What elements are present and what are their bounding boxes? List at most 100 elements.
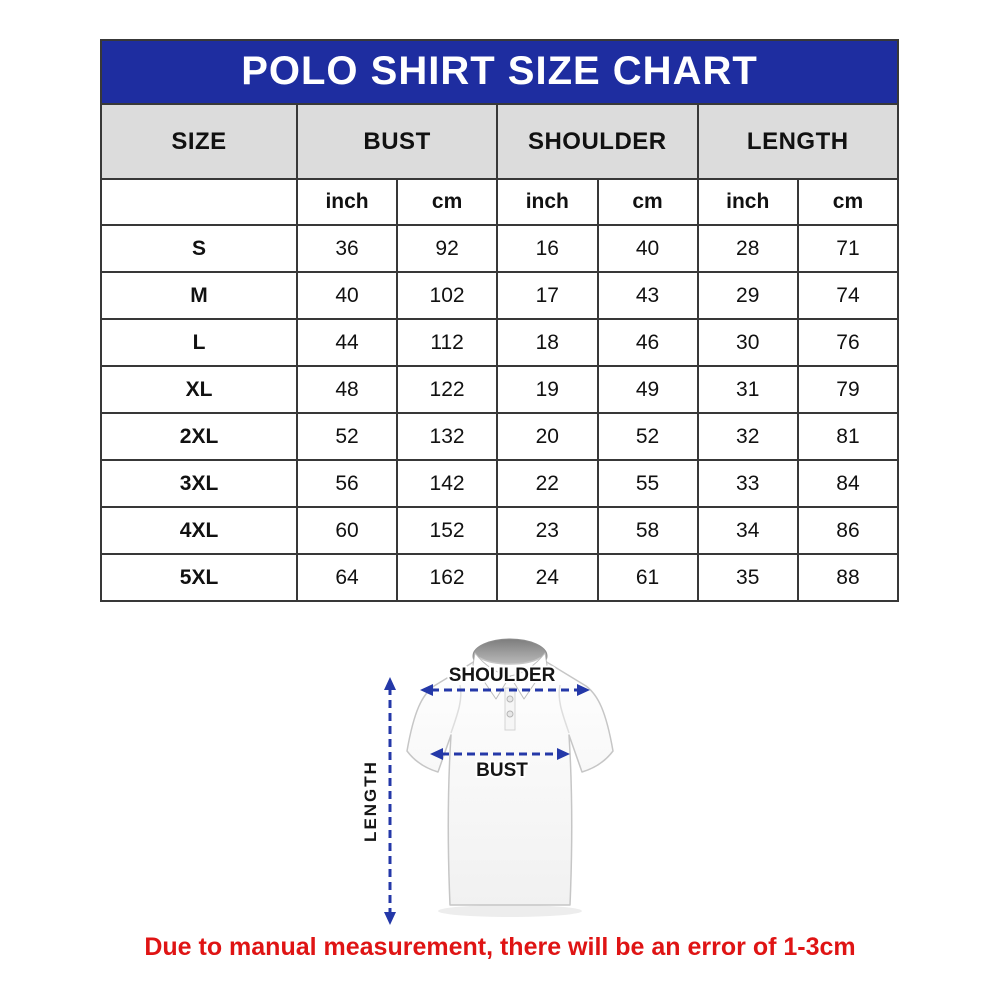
size-label: 2XL bbox=[99, 412, 299, 461]
bust-arrowhead-right bbox=[557, 748, 570, 760]
table-row-m: M 40 102 17 43 29 74 bbox=[99, 271, 900, 320]
value-cell: 24 bbox=[496, 553, 599, 602]
size-label: 4XL bbox=[99, 506, 299, 555]
value-cell: 76 bbox=[796, 318, 900, 367]
value-cell: 33 bbox=[696, 459, 799, 508]
column-header-length: LENGTH bbox=[696, 103, 900, 180]
table-header-row: SIZE BUST SHOULDER LENGTH bbox=[99, 103, 900, 180]
table-row-2xl: 2XL 52 132 20 52 32 81 bbox=[99, 412, 900, 461]
value-cell: 60 bbox=[296, 506, 399, 555]
value-cell: 40 bbox=[296, 271, 399, 320]
value-cell: 71 bbox=[796, 224, 900, 273]
bust-arrowhead-left bbox=[430, 748, 443, 760]
unit-header-blank bbox=[99, 178, 299, 226]
right-armhole-seam bbox=[558, 684, 570, 734]
bust-label: BUST bbox=[476, 760, 528, 781]
size-label: M bbox=[99, 271, 299, 320]
shirt-shadow bbox=[438, 905, 582, 917]
value-cell: 35 bbox=[696, 553, 799, 602]
value-cell: 20 bbox=[496, 412, 599, 461]
value-cell: 23 bbox=[496, 506, 599, 555]
button bbox=[506, 695, 514, 703]
size-label: S bbox=[99, 224, 299, 273]
value-cell: 74 bbox=[796, 271, 900, 320]
table-row-5xl: 5XL 64 162 24 61 35 88 bbox=[99, 553, 900, 602]
value-cell: 92 bbox=[396, 224, 499, 273]
shoulder-arrowhead-left bbox=[420, 684, 433, 696]
polo-shirt-illustration bbox=[406, 638, 614, 917]
size-label: 3XL bbox=[99, 459, 299, 508]
polo-shirt-diagram: SHOULDER BUST LENGTH bbox=[359, 638, 614, 925]
value-cell: 49 bbox=[596, 365, 699, 414]
measurement-note: Due to manual measurement, there will be… bbox=[144, 933, 856, 961]
value-cell: 142 bbox=[396, 459, 499, 508]
unit-header-length-cm: cm bbox=[796, 178, 900, 226]
value-cell: 43 bbox=[596, 271, 699, 320]
table-row-xl: XL 48 122 19 49 31 79 bbox=[99, 365, 900, 414]
length-arrowhead-top bbox=[384, 677, 396, 690]
value-cell: 31 bbox=[696, 365, 799, 414]
unit-header-bust-cm: cm bbox=[396, 178, 499, 226]
value-cell: 18 bbox=[496, 318, 599, 367]
size-chart-table: SIZE BUST SHOULDER LENGTH inch cm inch c… bbox=[99, 103, 900, 602]
button bbox=[506, 710, 514, 718]
unit-header-bust-inch: inch bbox=[296, 178, 399, 226]
value-cell: 32 bbox=[696, 412, 799, 461]
value-cell: 86 bbox=[796, 506, 900, 555]
value-cell: 64 bbox=[296, 553, 399, 602]
value-cell: 22 bbox=[496, 459, 599, 508]
value-cell: 112 bbox=[396, 318, 499, 367]
value-cell: 40 bbox=[596, 224, 699, 273]
value-cell: 28 bbox=[696, 224, 799, 273]
shirt-body bbox=[406, 657, 614, 906]
value-cell: 81 bbox=[796, 412, 900, 461]
value-cell: 162 bbox=[396, 553, 499, 602]
column-header-size: SIZE bbox=[99, 103, 299, 180]
value-cell: 61 bbox=[596, 553, 699, 602]
value-cell: 19 bbox=[496, 365, 599, 414]
value-cell: 152 bbox=[396, 506, 499, 555]
value-cell: 17 bbox=[496, 271, 599, 320]
size-chart-panel: POLO SHIRT SIZE CHART SIZE BUST SHOULDER… bbox=[99, 39, 900, 602]
value-cell: 16 bbox=[496, 224, 599, 273]
size-label: L bbox=[99, 318, 299, 367]
value-cell: 58 bbox=[596, 506, 699, 555]
table-row-4xl: 4XL 60 152 23 58 34 86 bbox=[99, 506, 900, 555]
value-cell: 52 bbox=[596, 412, 699, 461]
collar-left-wing bbox=[472, 652, 511, 700]
value-cell: 44 bbox=[296, 318, 399, 367]
value-cell: 56 bbox=[296, 459, 399, 508]
value-cell: 88 bbox=[796, 553, 900, 602]
size-label: XL bbox=[99, 365, 299, 414]
value-cell: 122 bbox=[396, 365, 499, 414]
column-header-bust: BUST bbox=[296, 103, 499, 180]
table-units-row: inch cm inch cm inch cm bbox=[99, 178, 900, 226]
table-row-s: S 36 92 16 40 28 71 bbox=[99, 224, 900, 273]
value-cell: 36 bbox=[296, 224, 399, 273]
placket bbox=[504, 687, 516, 731]
unit-header-shoulder-inch: inch bbox=[496, 178, 599, 226]
value-cell: 102 bbox=[396, 271, 499, 320]
value-cell: 30 bbox=[696, 318, 799, 367]
collar-right-wing bbox=[509, 652, 548, 700]
page-title: POLO SHIRT SIZE CHART bbox=[100, 39, 899, 103]
value-cell: 79 bbox=[796, 365, 900, 414]
value-cell: 55 bbox=[596, 459, 699, 508]
size-label: 5XL bbox=[99, 553, 299, 602]
value-cell: 48 bbox=[296, 365, 399, 414]
measurement-arrows bbox=[384, 677, 590, 925]
value-cell: 132 bbox=[396, 412, 499, 461]
shoulder-label: SHOULDER bbox=[449, 665, 556, 686]
value-cell: 84 bbox=[796, 459, 900, 508]
value-cell: 34 bbox=[696, 506, 799, 555]
value-cell: 46 bbox=[596, 318, 699, 367]
value-cell: 29 bbox=[696, 271, 799, 320]
column-header-shoulder: SHOULDER bbox=[496, 103, 699, 180]
table-row-l: L 44 112 18 46 30 76 bbox=[99, 318, 900, 367]
shoulder-arrowhead-right bbox=[577, 684, 590, 696]
unit-header-length-inch: inch bbox=[696, 178, 799, 226]
length-label: LENGTH bbox=[361, 760, 380, 842]
unit-header-shoulder-cm: cm bbox=[596, 178, 699, 226]
table-row-3xl: 3XL 56 142 22 55 33 84 bbox=[99, 459, 900, 508]
